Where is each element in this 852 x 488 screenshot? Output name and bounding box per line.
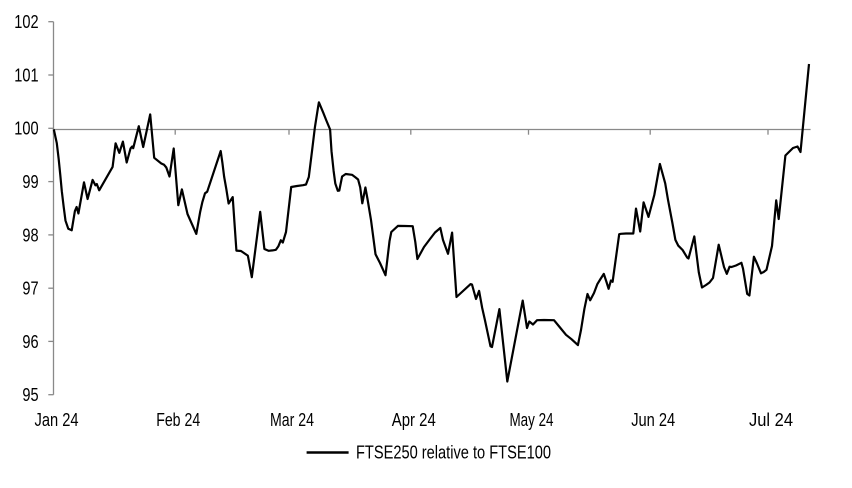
svg-text:Jul 24: Jul 24 — [749, 410, 793, 430]
svg-text:Jan 24: Jan 24 — [35, 410, 79, 430]
svg-text:May 24: May 24 — [510, 410, 554, 430]
svg-text:Mar 24: Mar 24 — [270, 410, 314, 430]
svg-text:Feb 24: Feb 24 — [156, 410, 200, 430]
svg-text:99: 99 — [22, 172, 38, 192]
svg-text:96: 96 — [22, 332, 38, 352]
svg-text:98: 98 — [22, 225, 38, 245]
svg-text:Apr 24: Apr 24 — [392, 410, 436, 430]
svg-text:FTSE250 relative to FTSE100: FTSE250 relative to FTSE100 — [356, 442, 551, 462]
svg-text:Jun 24: Jun 24 — [631, 410, 675, 430]
svg-text:102: 102 — [14, 12, 38, 32]
svg-text:101: 101 — [14, 65, 38, 85]
svg-text:95: 95 — [22, 385, 38, 405]
svg-text:97: 97 — [22, 279, 38, 299]
svg-text:100: 100 — [14, 119, 38, 139]
